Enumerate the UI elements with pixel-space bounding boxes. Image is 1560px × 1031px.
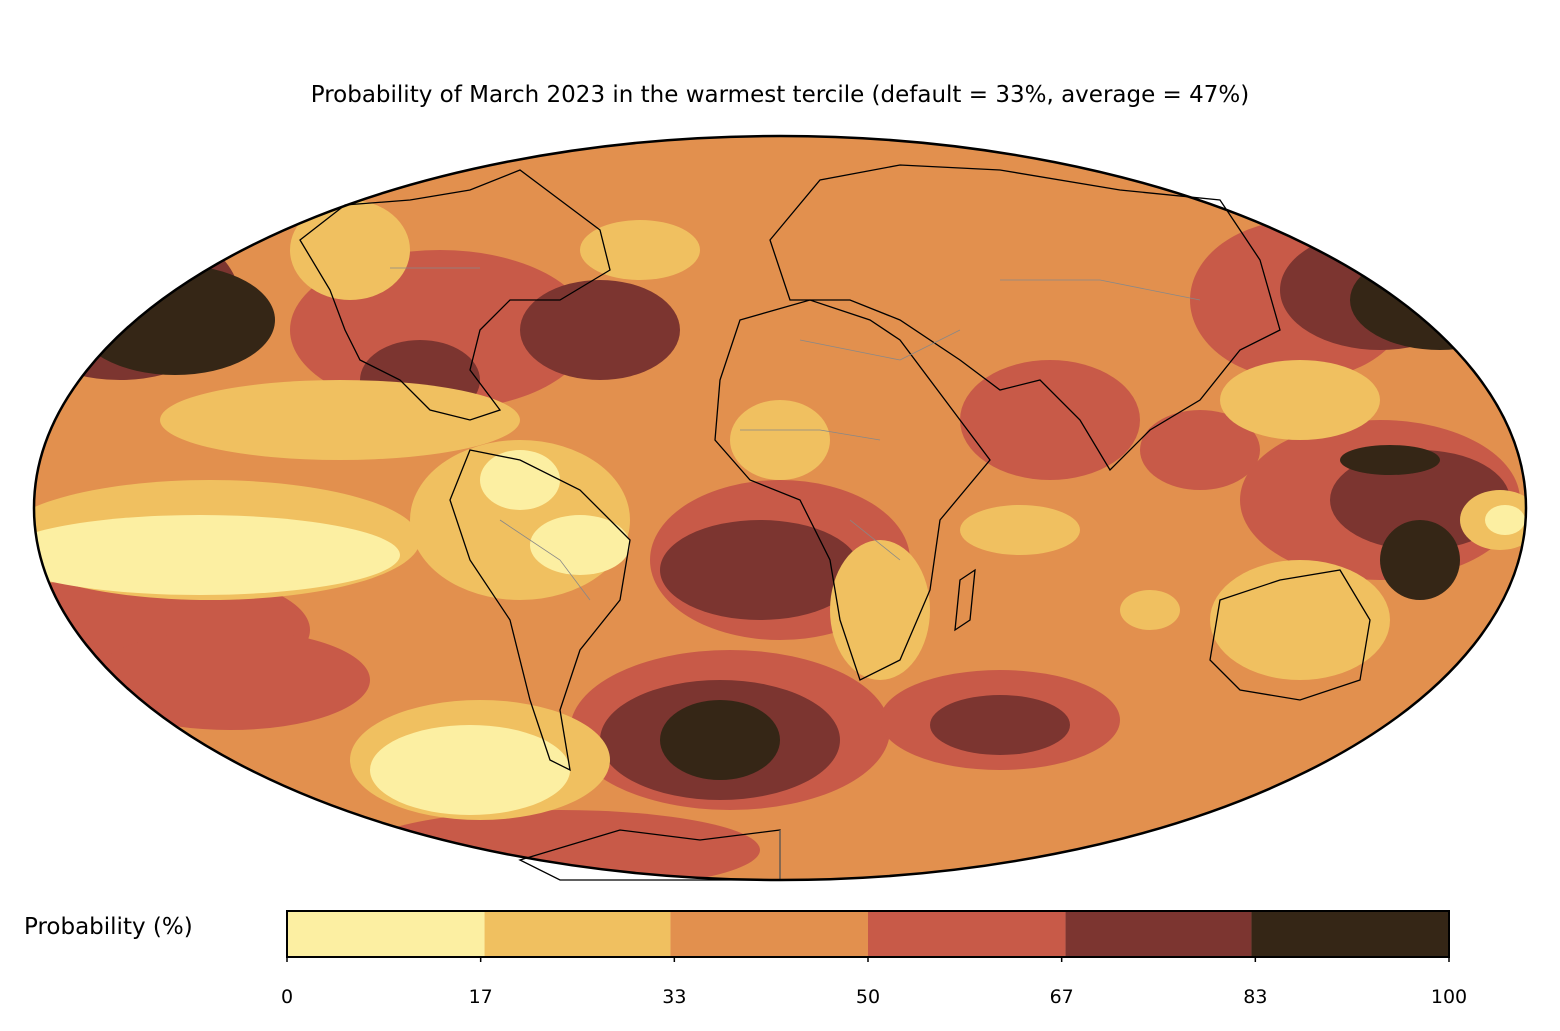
colorbar-tick-label: 67 (1049, 986, 1074, 1008)
colorbar-bin-0 (287, 911, 485, 957)
colorbar-tick-label: 83 (1243, 986, 1268, 1008)
probability-field (34, 136, 1526, 880)
country-borders (390, 267, 1201, 880)
colorbar-tick-label: 100 (1430, 986, 1468, 1008)
colorbar-bin-3 (868, 911, 1066, 957)
colorbar-tick-label: 0 (280, 986, 294, 1008)
colorbar-bin-1 (484, 911, 671, 957)
globe-outline (32, 134, 1528, 882)
map-title: Probability of March 2023 in the warmest… (310, 82, 1250, 108)
colorbar-tick-label: 33 (662, 986, 687, 1008)
colorbar-bin-2 (670, 911, 868, 957)
coastlines (299, 164, 1371, 881)
colorbar-bin-5 (1251, 911, 1449, 957)
colorbar-tick-label: 17 (468, 986, 493, 1008)
colorbar-bin-4 (1065, 911, 1252, 957)
colorbar-label: Probability (%) (24, 914, 193, 940)
colorbar (286, 910, 1450, 962)
colorbar-tick-label: 50 (855, 986, 881, 1008)
world-map (32, 134, 1528, 882)
